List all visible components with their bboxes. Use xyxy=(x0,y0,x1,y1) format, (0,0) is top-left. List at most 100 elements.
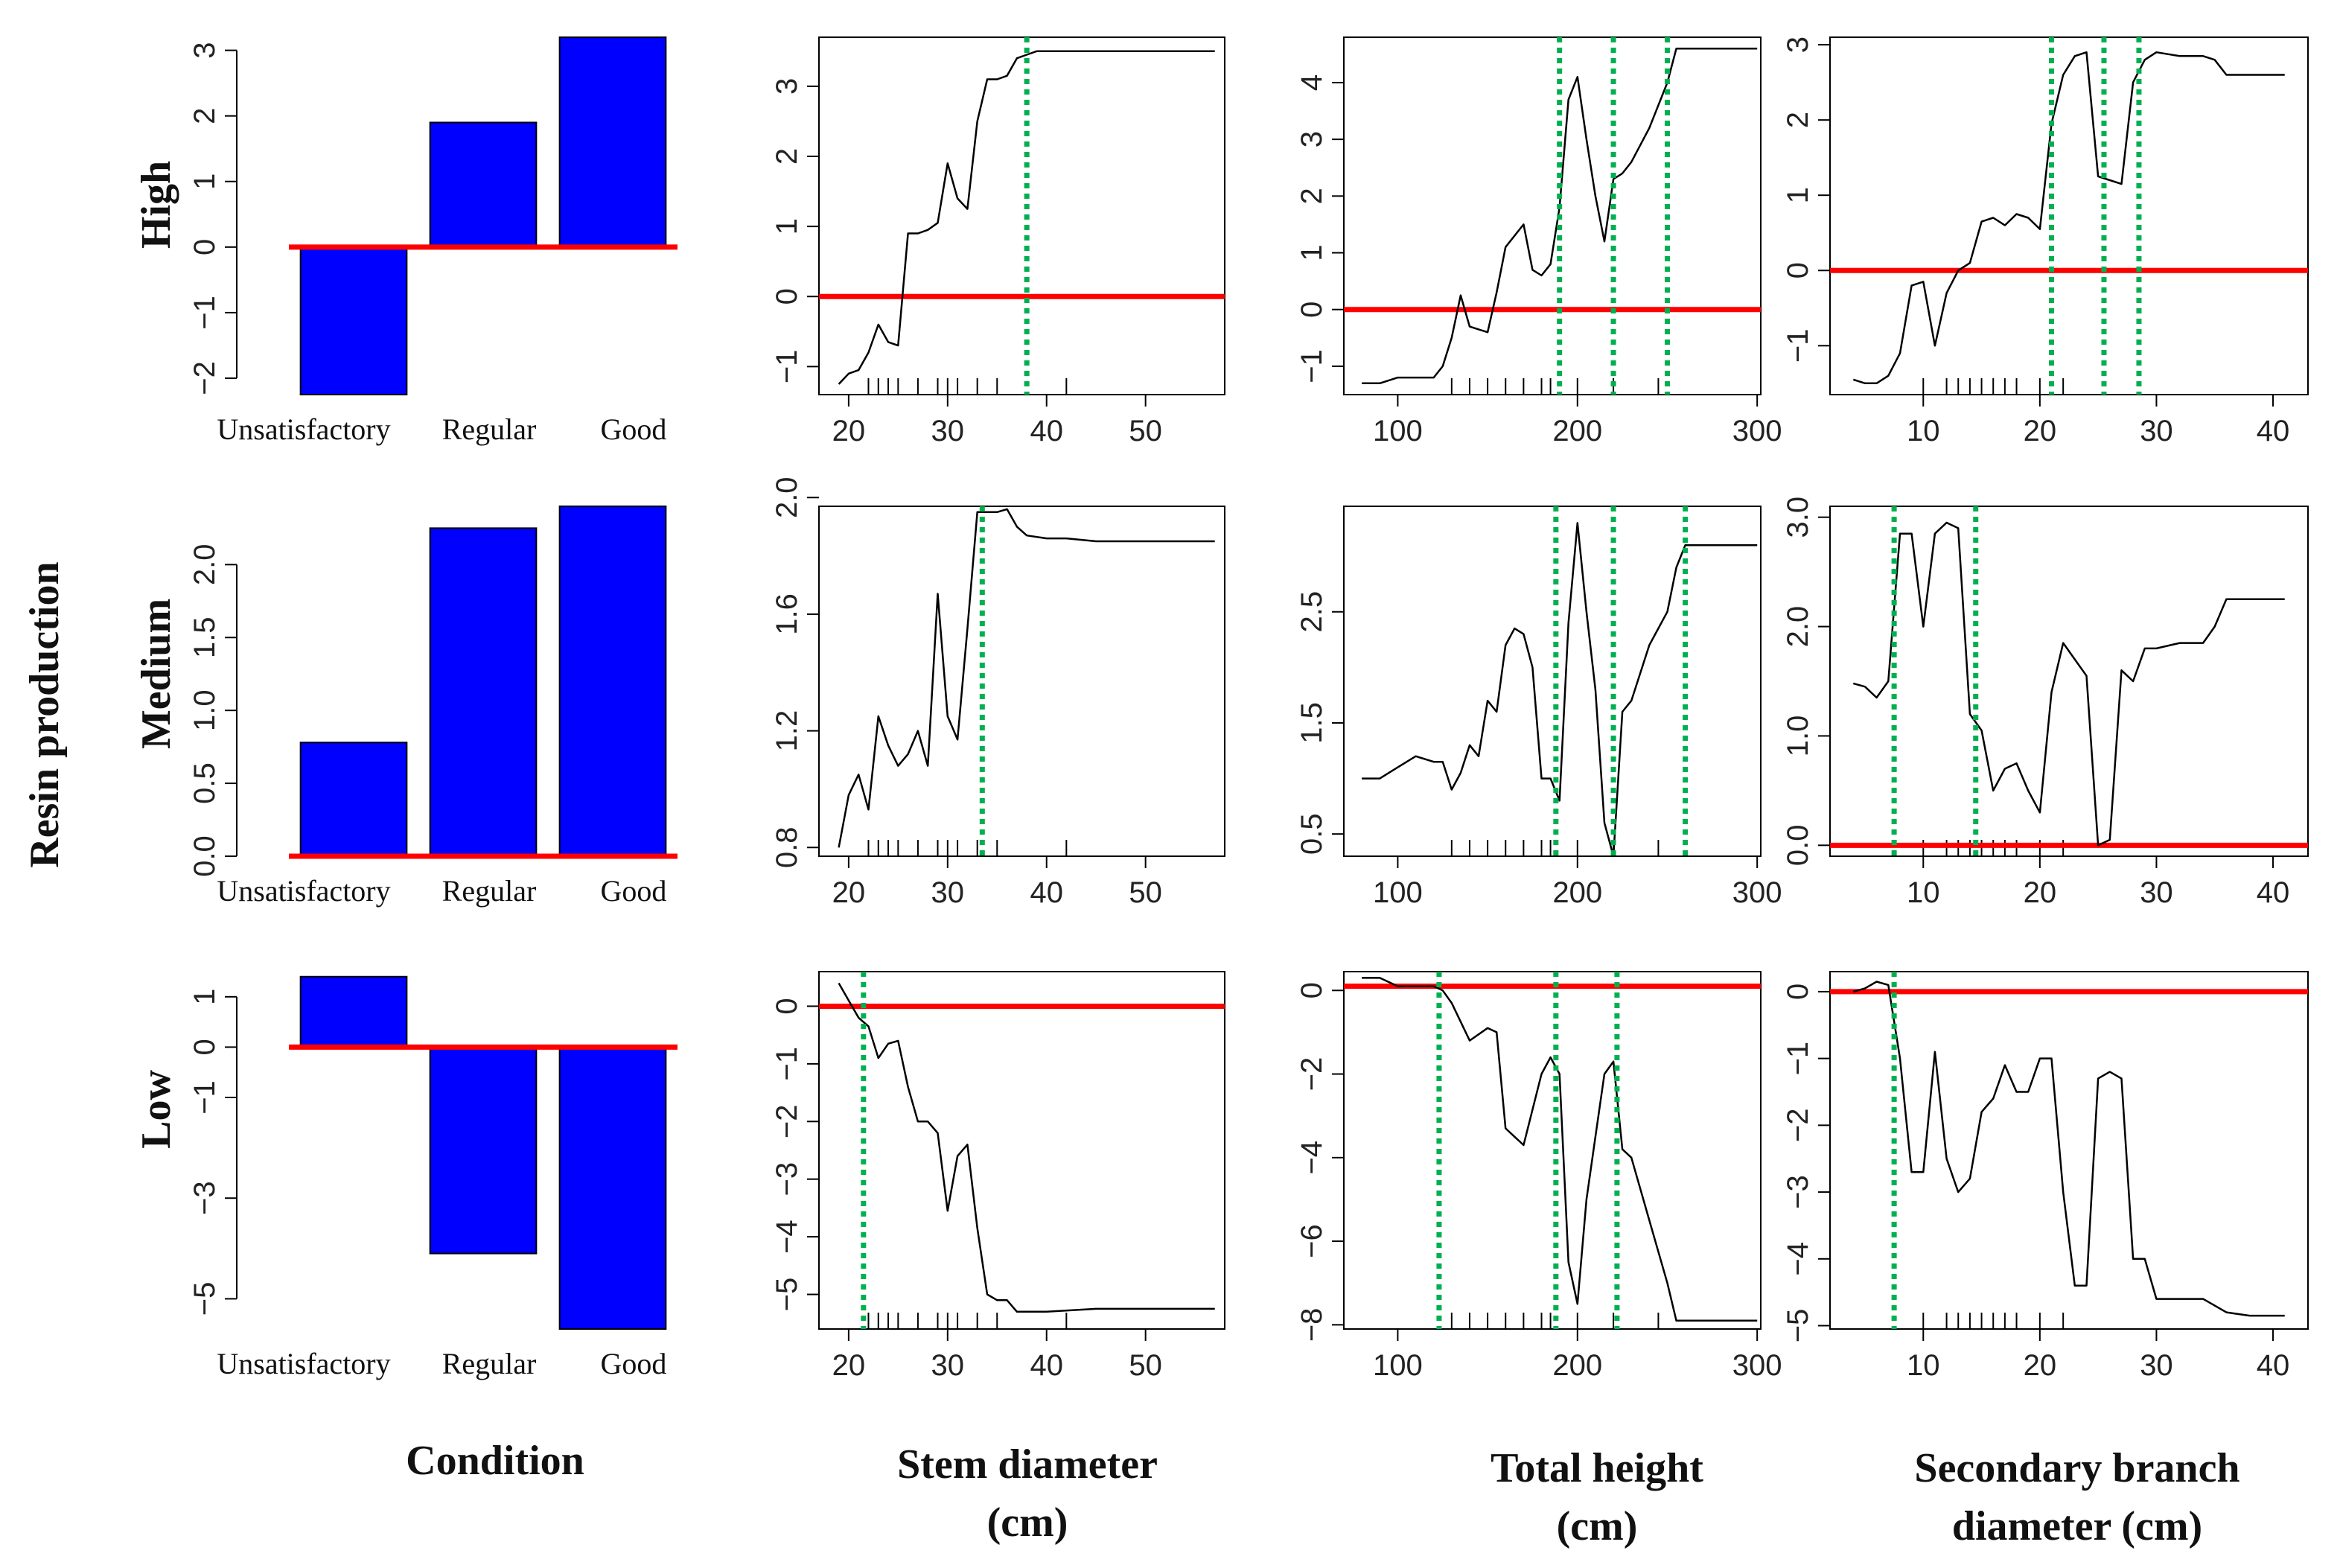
x-tick-label: 100 xyxy=(1373,1349,1423,1382)
y-tick-label: 0.5 xyxy=(188,762,221,804)
panel-low-branch: 10 20 30 40 −5 −4 −3 −2 −1 0 xyxy=(1782,971,2309,1382)
y-tick-label: 2.0 xyxy=(1782,606,1814,648)
y-tick-label: 0.0 xyxy=(1782,825,1814,867)
response-curve xyxy=(1362,522,1758,858)
y-tick-label: −2 xyxy=(1295,1057,1328,1091)
x-tick-label: 30 xyxy=(2140,876,2173,909)
y-tick-label: 0 xyxy=(1295,302,1328,318)
y-tick-label: 3.0 xyxy=(1782,497,1814,538)
panel-high-branch: 10 20 30 40 −1 0 1 2 3 xyxy=(1782,36,2309,447)
y-tick-label: 3 xyxy=(1295,131,1328,147)
y-tick-label: −4 xyxy=(1295,1141,1328,1175)
y-tick-label: −1 xyxy=(771,1047,803,1081)
y-tick-label: −5 xyxy=(1782,1309,1814,1343)
panel-low-condition: −5 −3 −1 0 1 Unsatisfactory Regular Good xyxy=(188,975,678,1380)
y-axis-label: Resin production xyxy=(22,561,68,867)
y-tick-label: −1 xyxy=(1782,329,1814,363)
x-tick-label: 30 xyxy=(931,876,965,909)
y-tick-label: 1.5 xyxy=(188,616,221,658)
y-tick-label: −3 xyxy=(1782,1175,1814,1209)
bar xyxy=(429,1046,538,1255)
y-tick-label: 1 xyxy=(188,989,221,1005)
x-tick-label: 10 xyxy=(1907,1349,1940,1382)
plot-frame xyxy=(1343,506,1762,857)
column-label-stem-diameter-unit: (cm) xyxy=(987,1500,1068,1546)
bar xyxy=(429,121,538,248)
bar xyxy=(299,246,408,395)
panel-low-stem: 20 30 40 50 −5 −4 −3 −2 −1 0 xyxy=(771,971,1225,1382)
plot-frame xyxy=(1343,36,1762,395)
x-tick-label: 10 xyxy=(1907,876,1940,909)
plot-frame xyxy=(1829,971,2309,1330)
y-tick-label: −1 xyxy=(1782,1042,1814,1076)
y-tick-label: 1.0 xyxy=(188,689,221,731)
y-tick-label: 0 xyxy=(1782,262,1814,278)
y-tick-label: 2 xyxy=(1782,112,1814,128)
bar xyxy=(299,742,408,857)
y-tick-label: −5 xyxy=(188,1282,221,1316)
x-tick-label: 40 xyxy=(2257,415,2290,447)
y-tick-label: 2 xyxy=(1295,188,1328,204)
y-tick-label: 1 xyxy=(1782,187,1814,203)
category-label: Good xyxy=(601,874,667,908)
x-tick-label: 20 xyxy=(832,876,866,909)
y-tick-label: −2 xyxy=(771,1104,803,1138)
bar xyxy=(299,975,408,1048)
row-label-high: High xyxy=(133,161,179,249)
category-label: Regular xyxy=(442,874,537,908)
plot-frame xyxy=(1829,506,2309,857)
x-tick-label: 30 xyxy=(931,1349,965,1382)
panel-low-height: 100 200 300 −8 −6 −4 −2 0 xyxy=(1295,971,1782,1382)
bar xyxy=(429,527,538,857)
bar xyxy=(558,506,667,857)
response-curve xyxy=(1852,51,2285,385)
y-tick-label: 0 xyxy=(1782,984,1814,1000)
y-tick-label: 0.5 xyxy=(1295,813,1328,855)
x-tick-label: 200 xyxy=(1552,876,1602,909)
plot-frame xyxy=(818,36,1225,395)
y-tick-label: 0 xyxy=(188,239,221,255)
category-label: Unsatisfactory xyxy=(217,874,390,908)
y-tick-label: 2 xyxy=(188,108,221,124)
response-curve xyxy=(838,982,1215,1313)
y-tick-label: 1 xyxy=(188,173,221,190)
y-tick-label: 1.2 xyxy=(771,710,803,752)
x-tick-label: 40 xyxy=(1030,876,1063,909)
panel-medium-stem: 20 30 40 50 0.8 1.2 1.6 2.0 xyxy=(771,477,1225,909)
panel-medium-condition: 0.0 0.5 1.0 1.5 2.0 Unsatisfactory Regular Good xyxy=(188,506,678,908)
y-tick-label: −1 xyxy=(188,1080,221,1115)
y-tick-label: −1 xyxy=(771,350,803,384)
x-tick-label: 20 xyxy=(2024,876,2057,909)
column-label-secondary-branch: Secondary branch xyxy=(1914,1445,2239,1491)
x-tick-label: 300 xyxy=(1732,876,1782,909)
y-tick-label: −2 xyxy=(188,361,221,395)
plot-frame xyxy=(818,971,1225,1330)
column-label-total-height-unit: (cm) xyxy=(1557,1503,1638,1549)
x-tick-label: 20 xyxy=(832,1349,866,1382)
panel-high-stem: 20 30 40 50 −1 0 1 2 3 xyxy=(771,36,1225,447)
y-tick-label: 1 xyxy=(771,218,803,235)
column-label-condition: Condition xyxy=(406,1438,584,1484)
column-label-stem-diameter: Stem diameter xyxy=(897,1441,1158,1488)
y-tick-label: −4 xyxy=(1782,1242,1814,1276)
x-tick-label: 20 xyxy=(832,415,866,447)
y-tick-label: 0.8 xyxy=(771,826,803,868)
y-tick-label: −6 xyxy=(1295,1224,1328,1258)
row-label-medium: Medium xyxy=(133,599,179,749)
category-label: Regular xyxy=(442,1347,537,1380)
panel-medium-height: 100 200 300 0.5 1.5 2.5 xyxy=(1295,506,1782,909)
x-tick-label: 20 xyxy=(2024,415,2057,447)
x-tick-label: 20 xyxy=(2024,1349,2057,1382)
response-curve xyxy=(1852,981,2285,1317)
y-tick-label: −3 xyxy=(771,1162,803,1196)
x-tick-label: 50 xyxy=(1129,876,1162,909)
category-label: Regular xyxy=(442,412,537,446)
panel-medium-branch: 10 20 30 40 0.0 1.0 2.0 3.0 xyxy=(1782,497,2309,909)
y-tick-label: 3 xyxy=(771,78,803,95)
x-tick-label: 300 xyxy=(1732,415,1782,447)
y-tick-label: 3 xyxy=(1782,36,1814,53)
y-tick-label: 0 xyxy=(1295,982,1328,998)
response-curve xyxy=(1852,521,2285,847)
x-tick-label: 30 xyxy=(2140,415,2173,447)
